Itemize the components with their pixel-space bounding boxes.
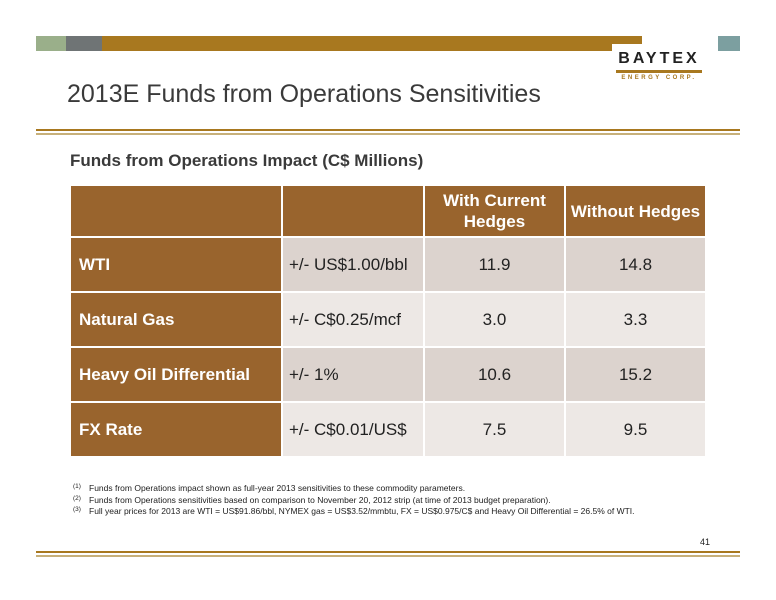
sensitivities-table: With Current Hedges Without Hedges WTI +… <box>69 184 707 458</box>
row-value-with-hedges: 3.0 <box>423 291 566 348</box>
header-bar-gray-segment <box>66 36 102 51</box>
footnote-text: Full year prices for 2013 are WTI = US$9… <box>89 506 635 516</box>
header-cell-with-hedges: With Current Hedges <box>423 184 566 238</box>
footnote-text: Funds from Operations impact shown as fu… <box>89 483 466 493</box>
row-value-without-hedges: 14.8 <box>564 236 707 293</box>
row-value-without-hedges: 3.3 <box>564 291 707 348</box>
page-title: 2013E Funds from Operations Sensitivitie… <box>67 80 541 108</box>
footnotes: (1) Funds from Operations impact shown a… <box>73 483 753 518</box>
table-subtitle: Funds from Operations Impact (C$ Million… <box>70 151 424 170</box>
baytex-logo: BAYTEX ENERGY CORP. <box>612 44 706 92</box>
footnote: (2) Funds from Operations sensitivities … <box>73 495 753 507</box>
row-label-fx-rate: FX Rate <box>69 401 283 458</box>
footer-divider-light <box>36 555 740 557</box>
table-row: Natural Gas +/- C$0.25/mcf 3.0 3.3 <box>69 291 707 348</box>
footnote-number: (2) <box>73 494 81 502</box>
logo-wordmark: BAYTEX <box>618 50 700 67</box>
row-sensitivity: +/- C$0.01/US$ <box>281 401 425 458</box>
footer-divider-dark <box>36 551 740 553</box>
row-value-without-hedges: 15.2 <box>564 346 707 403</box>
table-header-row: With Current Hedges Without Hedges <box>69 184 707 238</box>
table-row: WTI +/- US$1.00/bbl 11.9 14.8 <box>69 236 707 293</box>
header-cell-label <box>69 184 283 238</box>
logo-underline <box>616 70 702 73</box>
row-value-with-hedges: 7.5 <box>423 401 566 458</box>
footnote-number: (3) <box>73 506 81 513</box>
header-bar-green-segment <box>36 36 66 51</box>
title-divider-light <box>36 133 740 135</box>
row-label-wti: WTI <box>69 236 283 293</box>
row-value-with-hedges: 10.6 <box>423 346 566 403</box>
row-sensitivity: +/- C$0.25/mcf <box>281 291 425 348</box>
row-value-without-hedges: 9.5 <box>564 401 707 458</box>
table-row: Heavy Oil Differential +/- 1% 10.6 15.2 <box>69 346 707 403</box>
row-sensitivity: +/- 1% <box>281 346 425 403</box>
table-row: FX Rate +/- C$0.01/US$ 7.5 9.5 <box>69 401 707 458</box>
footnote-text: Funds from Operations sensitivities base… <box>89 494 551 505</box>
header-bar-teal-segment <box>718 36 740 51</box>
row-value-with-hedges: 11.9 <box>423 236 566 293</box>
header-cell-without-hedges: Without Hedges <box>564 184 707 238</box>
footnote: (1) Funds from Operations impact shown a… <box>73 483 753 495</box>
header-bar-brown-segment <box>102 36 642 51</box>
row-sensitivity: +/- US$1.00/bbl <box>281 236 425 293</box>
logo-subtitle: ENERGY CORP. <box>621 75 697 81</box>
page-number: 41 <box>700 537 711 547</box>
header-color-bar <box>36 36 740 51</box>
row-label-heavy-oil-differential: Heavy Oil Differential <box>69 346 283 403</box>
row-label-natural-gas: Natural Gas <box>69 291 283 348</box>
title-divider-dark <box>36 129 740 131</box>
footnote: (3) Full year prices for 2013 are WTI = … <box>73 506 753 518</box>
footnote-number: (1) <box>73 483 81 490</box>
header-cell-sensitivity <box>281 184 425 238</box>
